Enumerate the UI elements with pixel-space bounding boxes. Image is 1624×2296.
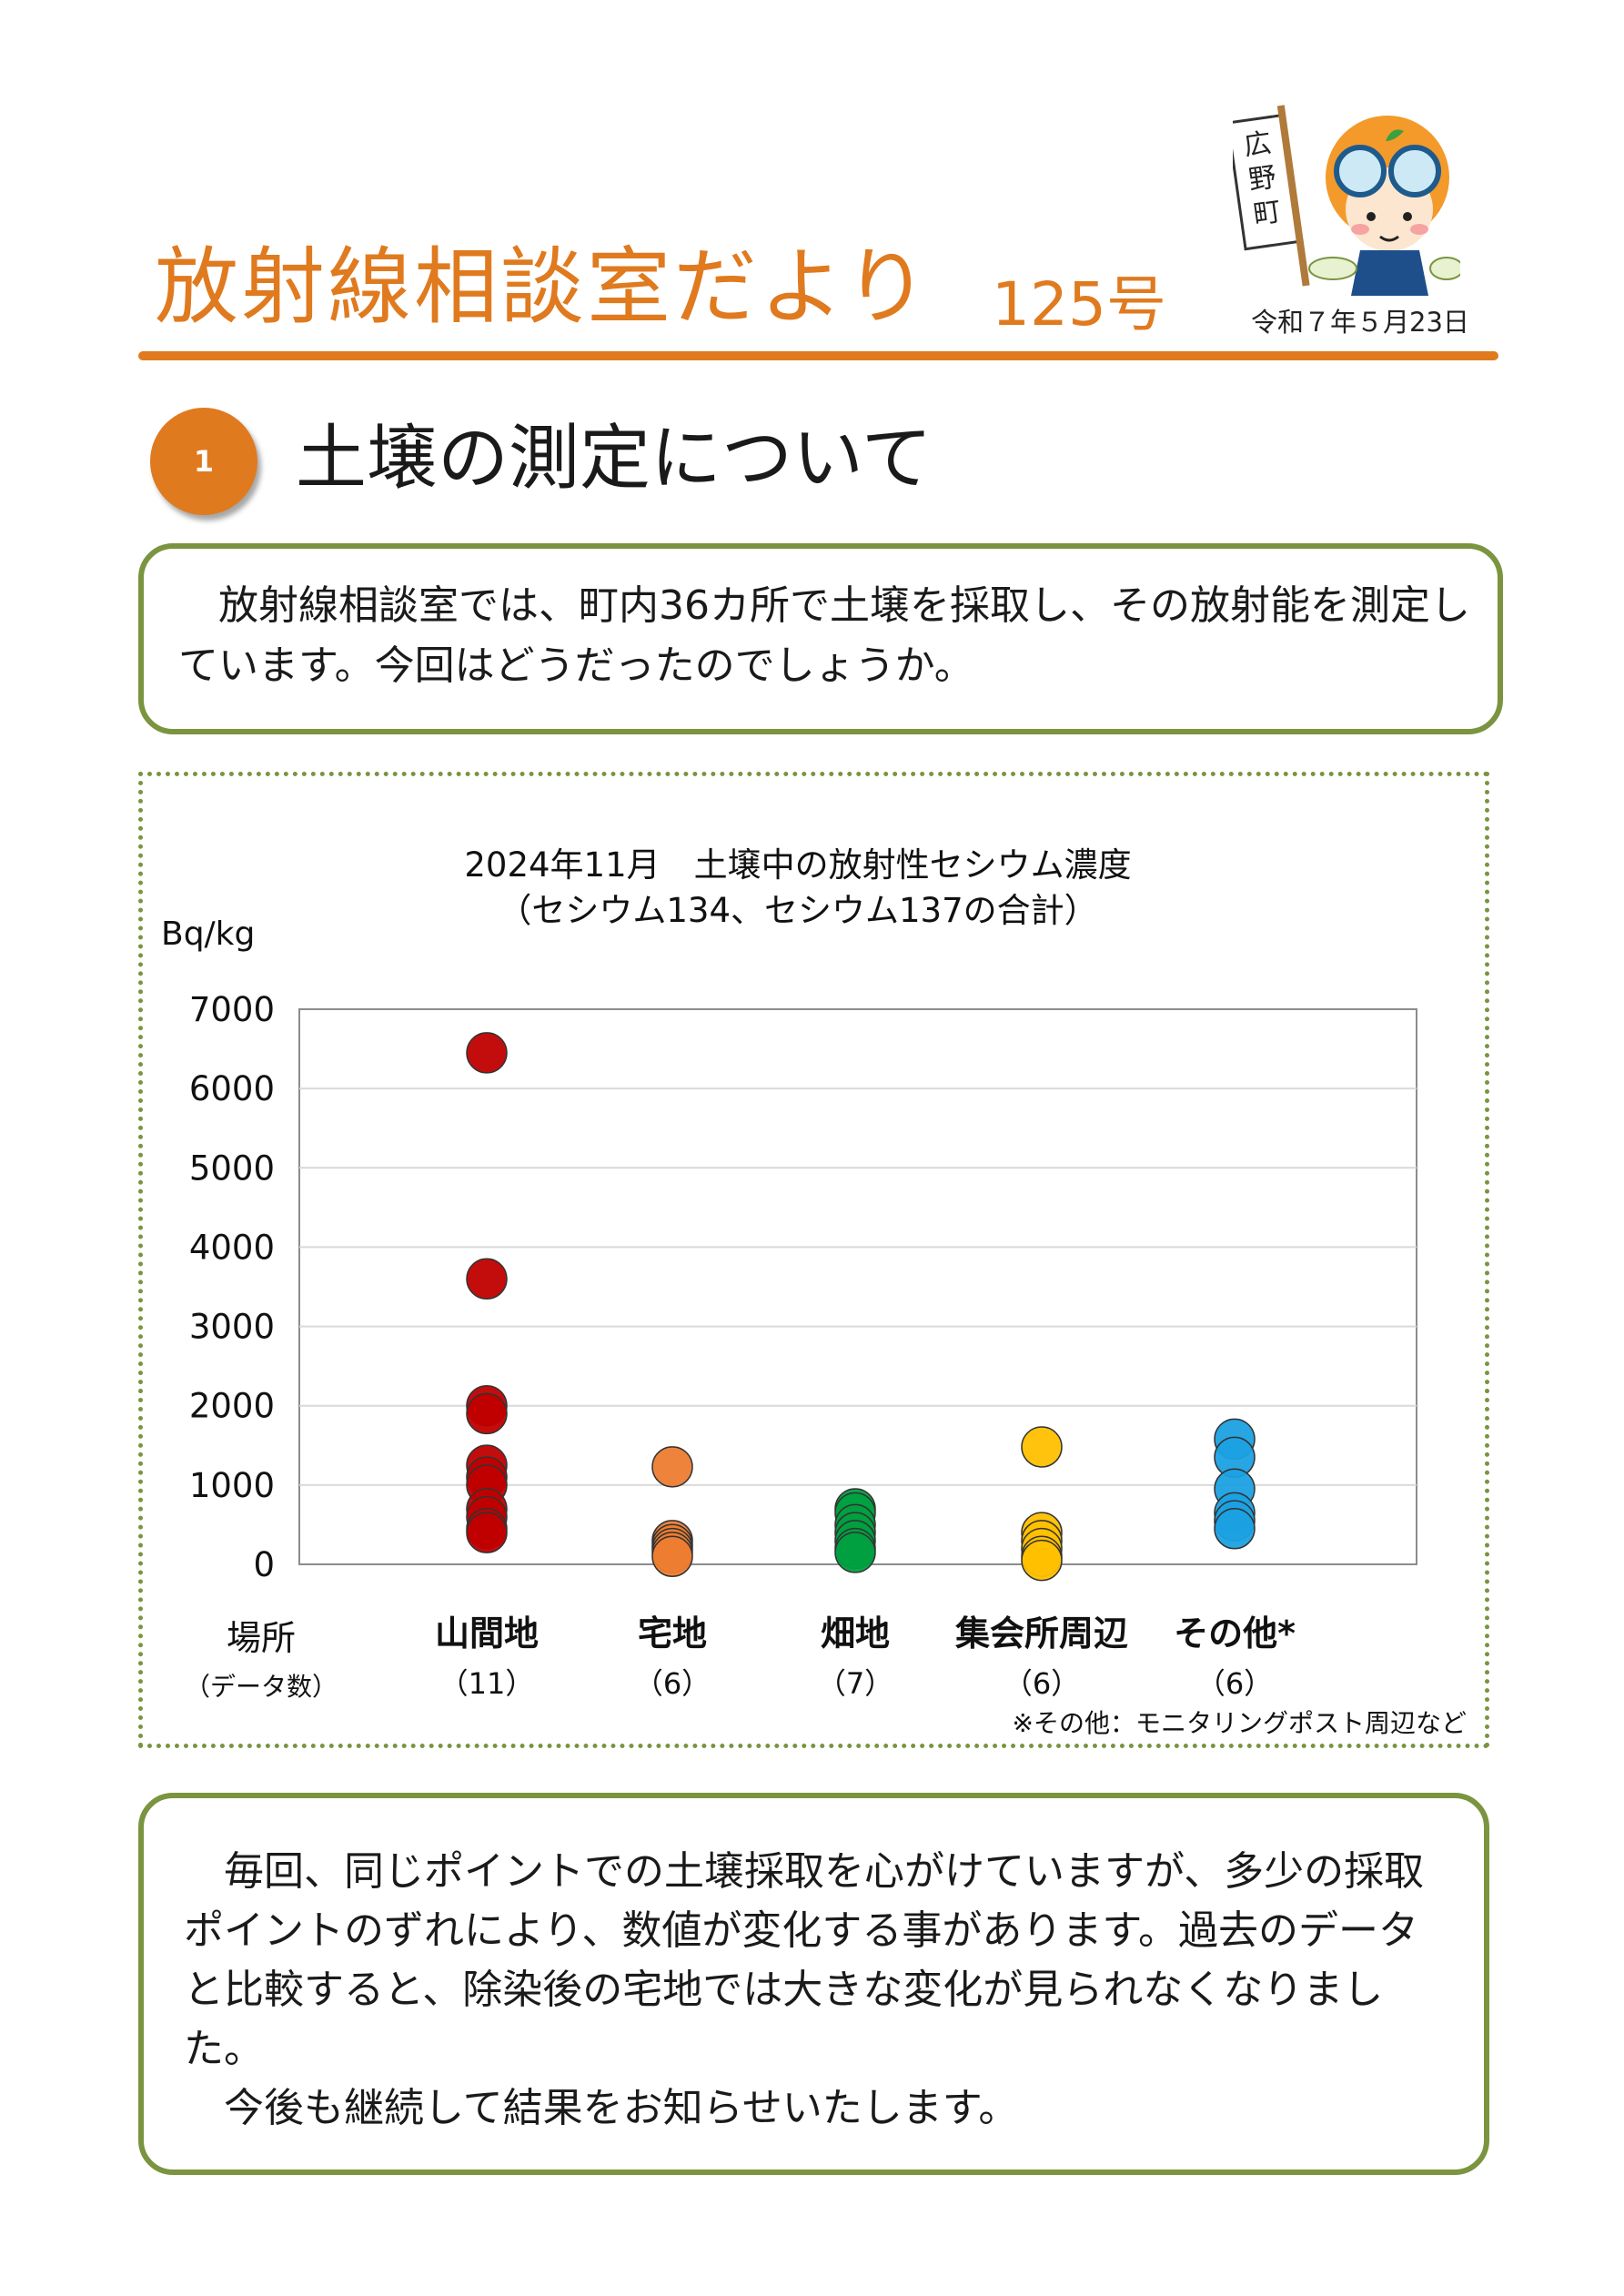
chart-container: 2024年11月 土壌中の放射性セシウム濃度 （セシウム134、セシウム137の…: [138, 772, 1489, 1748]
title-underline: [138, 351, 1498, 360]
y-tick-label: 5000: [189, 1148, 275, 1188]
category-count: （6）: [1004, 1666, 1080, 1701]
closing-paragraph-1: 毎回、同じポイントでの土壌採取を心がけていますが、多少の採取ポイントのずれにより…: [184, 1848, 1425, 2072]
category-label: 山間地: [435, 1613, 539, 1654]
unit-label: Bq/kg: [161, 915, 255, 953]
newsletter-title: 放射線相談室だより: [155, 238, 932, 336]
y-tick-label: 2000: [189, 1387, 275, 1426]
data-point: [466, 1392, 508, 1435]
category-label: その他*: [1174, 1613, 1296, 1654]
category-count: （6）: [1196, 1666, 1273, 1701]
closing-box: 毎回、同じポイントでの土壌採取を心がけていますが、多少の採取ポイントのずれにより…: [138, 1793, 1489, 2175]
issue-number: 125号: [992, 269, 1166, 339]
y-tick-label: 7000: [189, 990, 275, 1029]
chart-title: 2024年11月 土壌中の放射性セシウム濃度: [464, 845, 1131, 885]
data-point: [834, 1532, 876, 1573]
count-label: （データ数）: [185, 1672, 338, 1702]
y-axis-ticks: 0 1000 2000 3000 4000 5000 6000 7000: [189, 990, 275, 1584]
mascot-sign-char-2: 野: [1246, 161, 1278, 197]
issue-date: 令和７年５月23日: [1251, 307, 1469, 338]
intro-text: 放射線相談室では、町内36カ所で土壌を採取し、その放射能を測定しています。今回は…: [178, 582, 1470, 689]
closing-paragraph-2: 今後も継続して結果をお知らせいたします。: [224, 2085, 1019, 2131]
data-points: [466, 1032, 1256, 1582]
section-number-badge: 1: [150, 408, 257, 515]
category-count: （7）: [817, 1666, 893, 1701]
y-tick-label: 0: [253, 1545, 275, 1584]
mascot-sign-char-1: 広: [1242, 127, 1274, 163]
data-point: [1214, 1508, 1256, 1550]
chart-subtitle: （セシウム134、セシウム137の合計）: [498, 891, 1097, 930]
x-axis-labels: 山間地 （11） 宅地 （6） 畑地 （7） 集会所周辺 （6） その他* （6）: [435, 1613, 1296, 1701]
data-point: [651, 1446, 693, 1488]
data-point: [1021, 1426, 1063, 1468]
scatter-chart: 2024年11月 土壌中の放射性セシウム濃度 （セシウム134、セシウム137の…: [161, 845, 1467, 1738]
mascot-illustration: 広 野 町: [1233, 105, 1460, 296]
y-tick-label: 6000: [189, 1069, 275, 1108]
section-title: 土壌の測定について: [296, 418, 933, 500]
data-point: [1021, 1539, 1063, 1582]
data-point: [466, 1258, 508, 1300]
category-label: 畑地: [821, 1613, 890, 1654]
x-axis-label: 場所: [227, 1618, 296, 1658]
chart-footnote: ※その他：モニタリングポスト周辺など: [1013, 1708, 1467, 1738]
data-point: [651, 1535, 693, 1578]
mascot-sign-char-3: 町: [1252, 196, 1284, 231]
category-label: 宅地: [638, 1613, 707, 1654]
category-count: （11）: [439, 1666, 535, 1701]
data-point: [466, 1512, 508, 1553]
data-point: [466, 1032, 508, 1074]
closing-text: 毎回、同じポイントでの土壌採取を心がけていますが、多少の採取ポイントのずれにより…: [184, 1842, 1458, 2138]
y-tick-label: 1000: [189, 1466, 275, 1505]
category-count: （6）: [634, 1666, 711, 1701]
intro-box: 放射線相談室では、町内36カ所で土壌を採取し、その放射能を測定しています。今回は…: [138, 543, 1503, 734]
y-tick-label: 4000: [189, 1228, 275, 1267]
category-label: 集会所周辺: [954, 1613, 1128, 1654]
y-tick-label: 3000: [189, 1308, 275, 1347]
